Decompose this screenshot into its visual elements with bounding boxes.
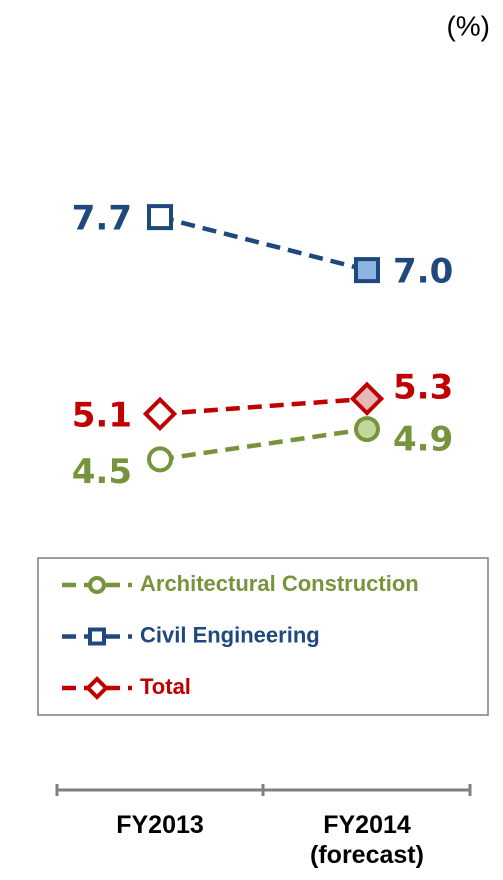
x-tick-label: FY2013 xyxy=(116,811,204,839)
legend-marker xyxy=(88,627,106,646)
data-point xyxy=(142,396,178,432)
x-tick-label: FY2014 (forecast) xyxy=(310,811,424,869)
data-point xyxy=(147,204,173,231)
data-label: 5.3 xyxy=(393,367,453,407)
data-point xyxy=(354,416,380,443)
data-label: 7.0 xyxy=(393,252,453,292)
legend-box xyxy=(37,557,489,716)
data-point xyxy=(349,381,385,416)
legend-label: Total xyxy=(140,674,191,699)
legend-label: Civil Engineering xyxy=(140,622,320,647)
series-line xyxy=(159,214,368,273)
data-label: 4.9 xyxy=(393,420,453,460)
series-line xyxy=(159,396,368,417)
unit-label: (%) xyxy=(446,10,490,41)
data-label: 4.5 xyxy=(72,452,132,492)
series-line xyxy=(159,426,368,462)
data-point xyxy=(147,446,173,473)
data-label: 5.1 xyxy=(72,395,132,435)
legend-marker xyxy=(88,576,106,594)
data-label: 7.7 xyxy=(72,199,132,239)
legend-label: Architectural Construction xyxy=(140,571,419,596)
data-point xyxy=(354,257,380,284)
legend-marker xyxy=(85,676,109,700)
